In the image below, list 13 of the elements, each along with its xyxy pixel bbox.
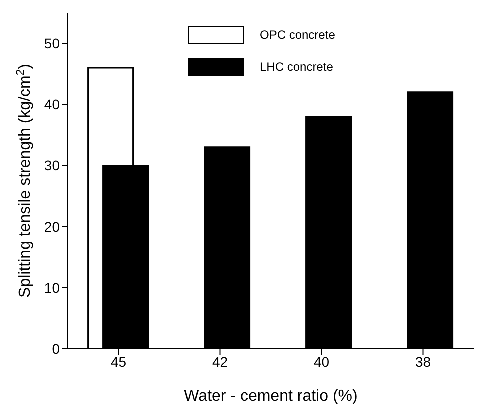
legend-label: OPC concrete [260, 28, 336, 42]
y-tick-label: 20 [44, 218, 60, 235]
y-tick-label: 50 [44, 36, 60, 52]
y-tick-label: 40 [44, 96, 60, 113]
x-tick-label: 40 [314, 354, 330, 370]
x-tick-label: 45 [110, 354, 127, 370]
x-tick-label: 42 [212, 354, 228, 370]
y-tick-label: 10 [44, 280, 60, 296]
legend-label: LHC concrete [260, 60, 334, 74]
x-axis-title: Water - cement ratio (%) [184, 388, 358, 405]
y-tick-label: 0 [52, 340, 60, 357]
x-tick-label: 38 [415, 354, 432, 370]
y-tick-label: 30 [44, 158, 60, 174]
